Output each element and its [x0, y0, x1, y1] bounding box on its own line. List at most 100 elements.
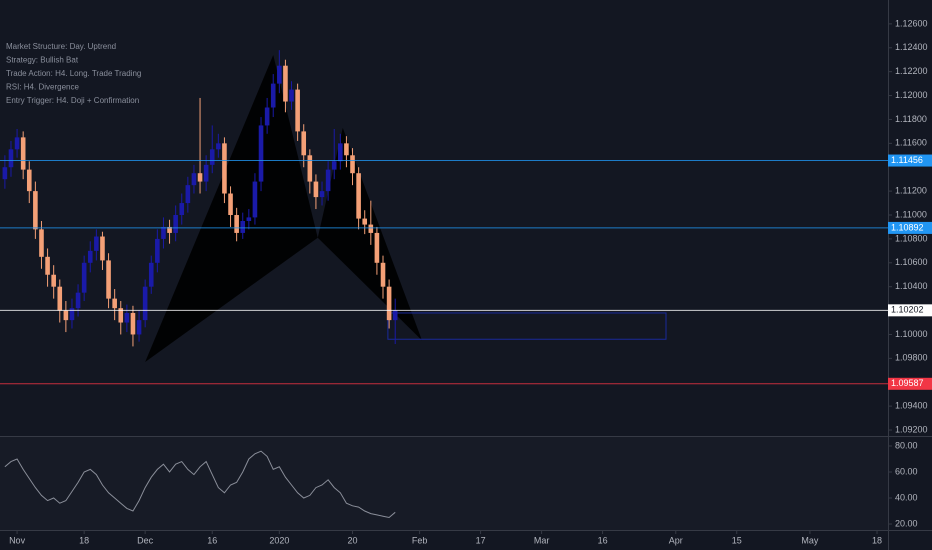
- candle-body: [130, 312, 136, 335]
- candle-body: [301, 131, 307, 156]
- y-tick-label: 1.10800: [895, 233, 928, 243]
- candle-body: [75, 292, 81, 309]
- x-tick-label: Dec: [137, 535, 154, 545]
- candle-body: [26, 169, 32, 192]
- candle-body: [81, 262, 87, 293]
- candle-body: [252, 181, 258, 218]
- y-tick-label: 1.11000: [895, 209, 927, 219]
- rsi-tick-label: 40.00: [895, 492, 918, 502]
- y-tick-label: 1.11600: [895, 138, 927, 148]
- x-tick-label: 18: [872, 535, 882, 545]
- candle-body: [33, 191, 38, 230]
- candle-body: [392, 310, 398, 321]
- candle-body: [307, 155, 313, 182]
- price-label-box: [888, 154, 932, 167]
- rsi-line: [4, 450, 396, 519]
- y-tick-label: 1.12000: [895, 90, 928, 100]
- x-tick-label: 18: [79, 535, 89, 545]
- x-tick-label: 16: [207, 535, 217, 545]
- x-tick-label: 17: [476, 535, 486, 545]
- y-tick-label: 1.09800: [895, 353, 928, 363]
- candle-body: [209, 149, 215, 165]
- candle-body: [112, 298, 117, 309]
- y-tick-label: 1.11200: [895, 185, 927, 195]
- candle-body: [124, 312, 130, 323]
- candle-body: [118, 308, 124, 323]
- annotation: Trade Action: H4. Long. Trade Trading: [6, 69, 141, 78]
- y-tick-label: 1.10000: [895, 329, 928, 339]
- candle-body: [161, 226, 166, 239]
- candle-body: [51, 274, 56, 287]
- price-label: 1.11456: [891, 155, 923, 165]
- candle-body: [63, 310, 69, 321]
- y-tick-label: 1.12600: [895, 18, 928, 28]
- candle-body: [148, 262, 154, 287]
- candle-body: [380, 262, 386, 287]
- x-tick-label: Feb: [412, 535, 428, 545]
- candle-body: [344, 143, 349, 156]
- y-tick-label: 1.10600: [895, 257, 928, 267]
- candle-body: [20, 137, 26, 170]
- candle-body: [197, 173, 203, 182]
- candle-body: [325, 169, 331, 192]
- candle-body: [173, 215, 178, 233]
- candle-body: [234, 215, 239, 233]
- candle-body: [2, 167, 8, 180]
- target-zone: [387, 312, 667, 340]
- price-label-box: [888, 304, 932, 317]
- x-tick-label: 16: [598, 535, 608, 545]
- candle-body: [216, 143, 221, 150]
- candle-body: [222, 143, 227, 194]
- candle-body: [289, 89, 294, 102]
- candle-body: [87, 250, 93, 263]
- candle-body: [106, 260, 111, 299]
- candle-body: [94, 236, 99, 251]
- candle-body: [374, 232, 380, 263]
- candle-body: [167, 226, 172, 233]
- candle-body: [14, 137, 20, 150]
- y-tick-label: 1.12400: [895, 42, 928, 52]
- candle-body: [283, 65, 288, 102]
- price-label: 1.10202: [891, 305, 924, 315]
- x-tick-label: Mar: [534, 535, 550, 545]
- x-tick-label: 20: [348, 535, 358, 545]
- candle-body: [228, 193, 233, 216]
- price-label: 1.09587: [891, 378, 924, 388]
- candle-body: [264, 107, 270, 126]
- candle-body: [356, 173, 361, 219]
- y-tick-label: 1.11800: [895, 114, 927, 124]
- annotation: RSI: H4. Divergence: [6, 83, 79, 92]
- y-tick-label: 1.09200: [895, 424, 928, 434]
- candle-body: [386, 286, 392, 321]
- candle-body: [246, 217, 252, 221]
- price-label: 1.10892: [891, 222, 924, 232]
- candle-body: [258, 125, 264, 182]
- price-label-box: [888, 377, 932, 390]
- candle-body: [191, 173, 197, 186]
- x-tick-label: May: [801, 535, 819, 545]
- candle-body: [331, 161, 337, 170]
- candle-body: [8, 149, 14, 168]
- y-tick-label: 1.12200: [895, 66, 928, 76]
- annotation: Strategy: Bullish Bat: [6, 56, 79, 65]
- candle-body: [39, 229, 44, 257]
- x-tick-label: 15: [732, 535, 742, 545]
- candle-body: [185, 185, 191, 204]
- rsi-tick-label: 60.00: [895, 466, 918, 476]
- candle-body: [179, 203, 185, 216]
- candle-body: [319, 191, 325, 198]
- candle-body: [136, 320, 142, 335]
- rsi-tick-label: 80.00: [895, 440, 918, 450]
- candle-body: [368, 224, 374, 233]
- candle-body: [142, 286, 148, 321]
- harmonic-pattern: [317, 127, 423, 341]
- candle-body: [277, 65, 282, 84]
- candle-body: [270, 83, 276, 108]
- candle-body: [362, 218, 368, 225]
- candle-body: [69, 308, 75, 321]
- y-tick-label: 1.10400: [895, 281, 928, 291]
- candle-body: [203, 164, 209, 182]
- candle-body: [57, 286, 63, 311]
- price-label-box: [888, 221, 932, 234]
- y-tick-label: 1.09400: [895, 401, 928, 411]
